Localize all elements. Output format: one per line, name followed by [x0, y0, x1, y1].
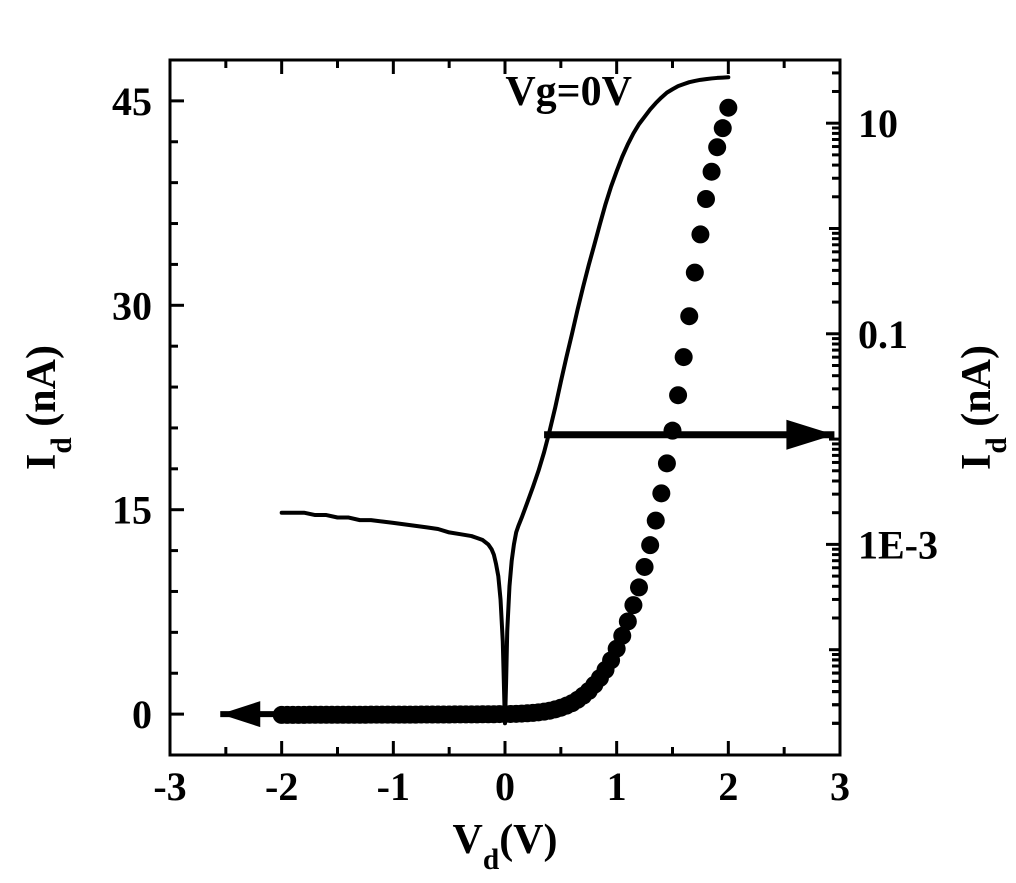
- svg-text:-3: -3: [153, 764, 186, 809]
- svg-text:Id (nA): Id (nA): [19, 345, 78, 470]
- svg-text:15: 15: [112, 488, 152, 533]
- svg-text:2: 2: [718, 764, 738, 809]
- svg-text:45: 45: [112, 79, 152, 124]
- svg-text:0: 0: [132, 692, 152, 737]
- svg-text:0.1: 0.1: [858, 312, 908, 357]
- svg-text:1E-3: 1E-3: [858, 522, 938, 567]
- svg-text:Vd(V): Vd(V): [452, 817, 557, 876]
- svg-text:Id (nA): Id (nA): [954, 345, 1013, 470]
- svg-text:1: 1: [607, 764, 627, 809]
- chart-svg: -3-2-1012301530451E-30.110Vd(V)Id (nA)Id…: [0, 0, 1016, 883]
- svg-text:0: 0: [495, 764, 515, 809]
- svg-text:-1: -1: [377, 764, 410, 809]
- svg-text:-2: -2: [265, 764, 298, 809]
- svg-text:3: 3: [830, 764, 850, 809]
- svg-text:30: 30: [112, 283, 152, 328]
- iv-chart: -3-2-1012301530451E-30.110Vd(V)Id (nA)Id…: [0, 0, 1016, 883]
- svg-text:10: 10: [858, 101, 898, 146]
- svg-text:Vg=0V: Vg=0V: [505, 69, 632, 115]
